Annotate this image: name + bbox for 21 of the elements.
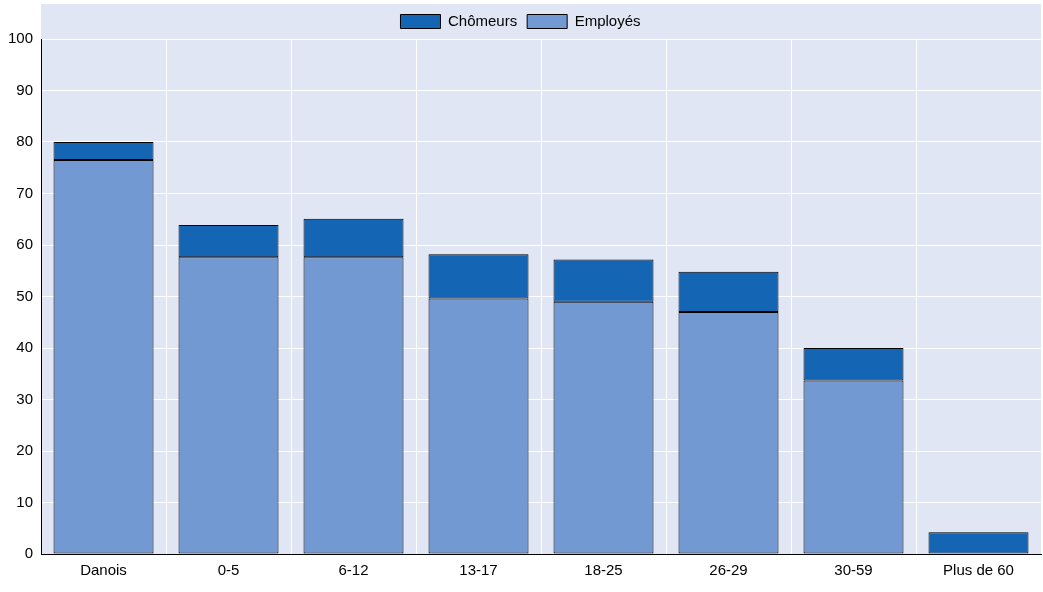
y-tick-label: 90 [16, 80, 34, 98]
y-tick-label: 60 [16, 235, 34, 253]
x-tick-label: 18-25 [584, 561, 623, 579]
y-tick-label: 0 [24, 544, 34, 562]
x-tick-label: 6-12 [338, 561, 369, 579]
x-tick-label: 30-59 [834, 561, 873, 579]
x-tick-label: Danois [80, 561, 127, 579]
y-tick-label: 80 [16, 132, 34, 150]
x-tick-label: 26-29 [709, 561, 748, 579]
x-tick-label: 13-17 [459, 561, 498, 579]
y-tick-label: 70 [16, 183, 34, 201]
x-tick-label: Plus de 60 [943, 561, 1014, 579]
y-tick-label: 30 [16, 389, 34, 407]
x-tick-label: 0-5 [217, 561, 240, 579]
legend-label: Employés [574, 11, 641, 29]
y-tick-label: 20 [16, 441, 34, 459]
y-tick-label: 40 [16, 338, 34, 356]
y-tick-label: 100 [8, 29, 34, 47]
y-tick-label: 10 [16, 492, 34, 510]
legend-label: Chômeurs [447, 11, 518, 29]
y-tick-label: 50 [16, 286, 34, 304]
